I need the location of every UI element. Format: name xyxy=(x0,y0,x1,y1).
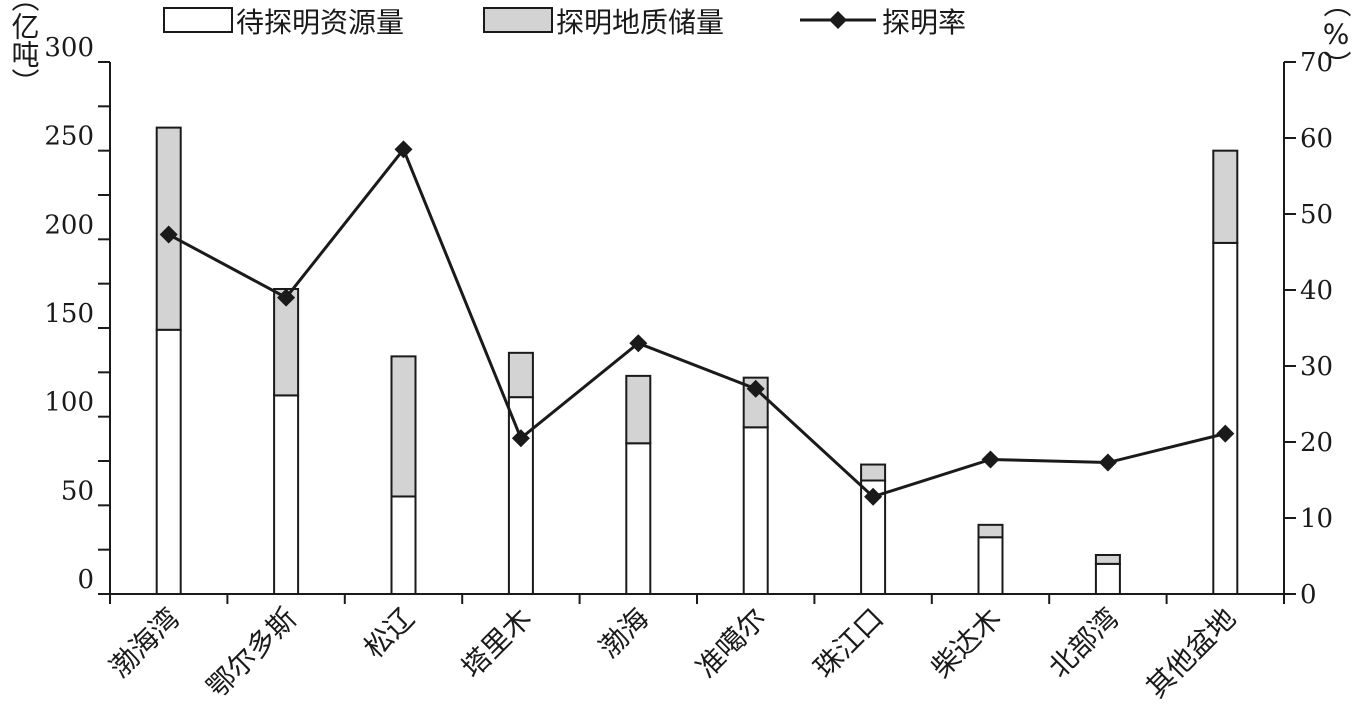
legend-swatch-proven xyxy=(483,7,553,33)
category-label: 其他盆地 xyxy=(1140,602,1243,705)
bar-unproven-resource xyxy=(742,426,769,595)
category-label: 渤海湾 xyxy=(103,602,186,685)
right-tick-label: 30 xyxy=(1300,352,1333,382)
right-tick-label: 40 xyxy=(1300,276,1333,306)
proven-rate-point xyxy=(277,288,296,307)
bar-unproven-resource xyxy=(625,442,652,595)
proven-rate-point xyxy=(159,225,178,244)
left-tick-label: 150 xyxy=(44,299,94,329)
category-label: 准噶尔 xyxy=(690,602,773,685)
proven-rate-point xyxy=(511,429,530,448)
bar-proven-reserve xyxy=(1094,553,1121,565)
legend-marker-rate xyxy=(829,11,847,29)
bar-proven-reserve xyxy=(860,463,887,482)
proven-rate-point xyxy=(394,140,413,159)
bar-unproven-resource xyxy=(507,396,534,595)
right-tick-label: 10 xyxy=(1300,504,1333,534)
bar-unproven-resource xyxy=(390,495,417,596)
category-label: 鄂尔多斯 xyxy=(201,602,304,705)
legend-label-proven: 探明地质储量 xyxy=(556,6,724,39)
right-tick-label: 0 xyxy=(1300,580,1317,610)
legend-swatch-unproven xyxy=(163,7,233,33)
bar-proven-reserve xyxy=(507,351,534,399)
right-tick-label: 50 xyxy=(1300,200,1333,230)
proven-rate-point xyxy=(864,487,883,506)
right-tick-label: 70 xyxy=(1300,48,1333,78)
left-tick-label: 250 xyxy=(44,122,94,152)
right-tick-label: 60 xyxy=(1300,124,1333,154)
bar-unproven-resource xyxy=(273,394,300,595)
category-label: 柴达木 xyxy=(925,602,1008,685)
bar-proven-reserve xyxy=(390,355,417,498)
left-axis-unit-label: （亿吨） xyxy=(8,0,41,96)
proven-rate-point xyxy=(1216,424,1235,443)
legend-label-rate: 探明率 xyxy=(882,6,966,39)
proven-rate-point xyxy=(746,379,765,398)
bar-unproven-resource xyxy=(977,536,1004,596)
bar-unproven-resource xyxy=(1094,562,1121,595)
left-tick-label: 300 xyxy=(44,33,94,63)
right-axis-unit-label: （%） xyxy=(1320,0,1353,79)
proven-rate-point xyxy=(629,334,648,353)
legend-label-unproven: 待探明资源量 xyxy=(236,6,404,39)
left-tick-label: 0 xyxy=(77,565,94,595)
proven-rate-point xyxy=(981,450,1000,469)
line-proven-rate xyxy=(167,146,1226,499)
category-label: 北部湾 xyxy=(1042,602,1125,685)
bar-proven-reserve xyxy=(977,523,1004,539)
bar-proven-reserve xyxy=(1212,149,1239,244)
left-tick-label: 100 xyxy=(44,388,94,418)
bar-unproven-resource xyxy=(1212,241,1239,595)
category-label: 松辽 xyxy=(358,602,421,665)
category-label: 塔里木 xyxy=(455,602,538,685)
left-tick-label: 200 xyxy=(44,210,94,240)
proven-rate-point xyxy=(1098,453,1117,472)
category-label: 珠江口 xyxy=(807,602,890,685)
bar-proven-reserve xyxy=(273,287,300,397)
bar-proven-reserve xyxy=(625,374,652,445)
category-label: 渤海 xyxy=(592,602,655,665)
left-tick-label: 50 xyxy=(61,476,94,506)
right-tick-label: 20 xyxy=(1300,428,1333,458)
bar-unproven-resource xyxy=(155,328,182,595)
